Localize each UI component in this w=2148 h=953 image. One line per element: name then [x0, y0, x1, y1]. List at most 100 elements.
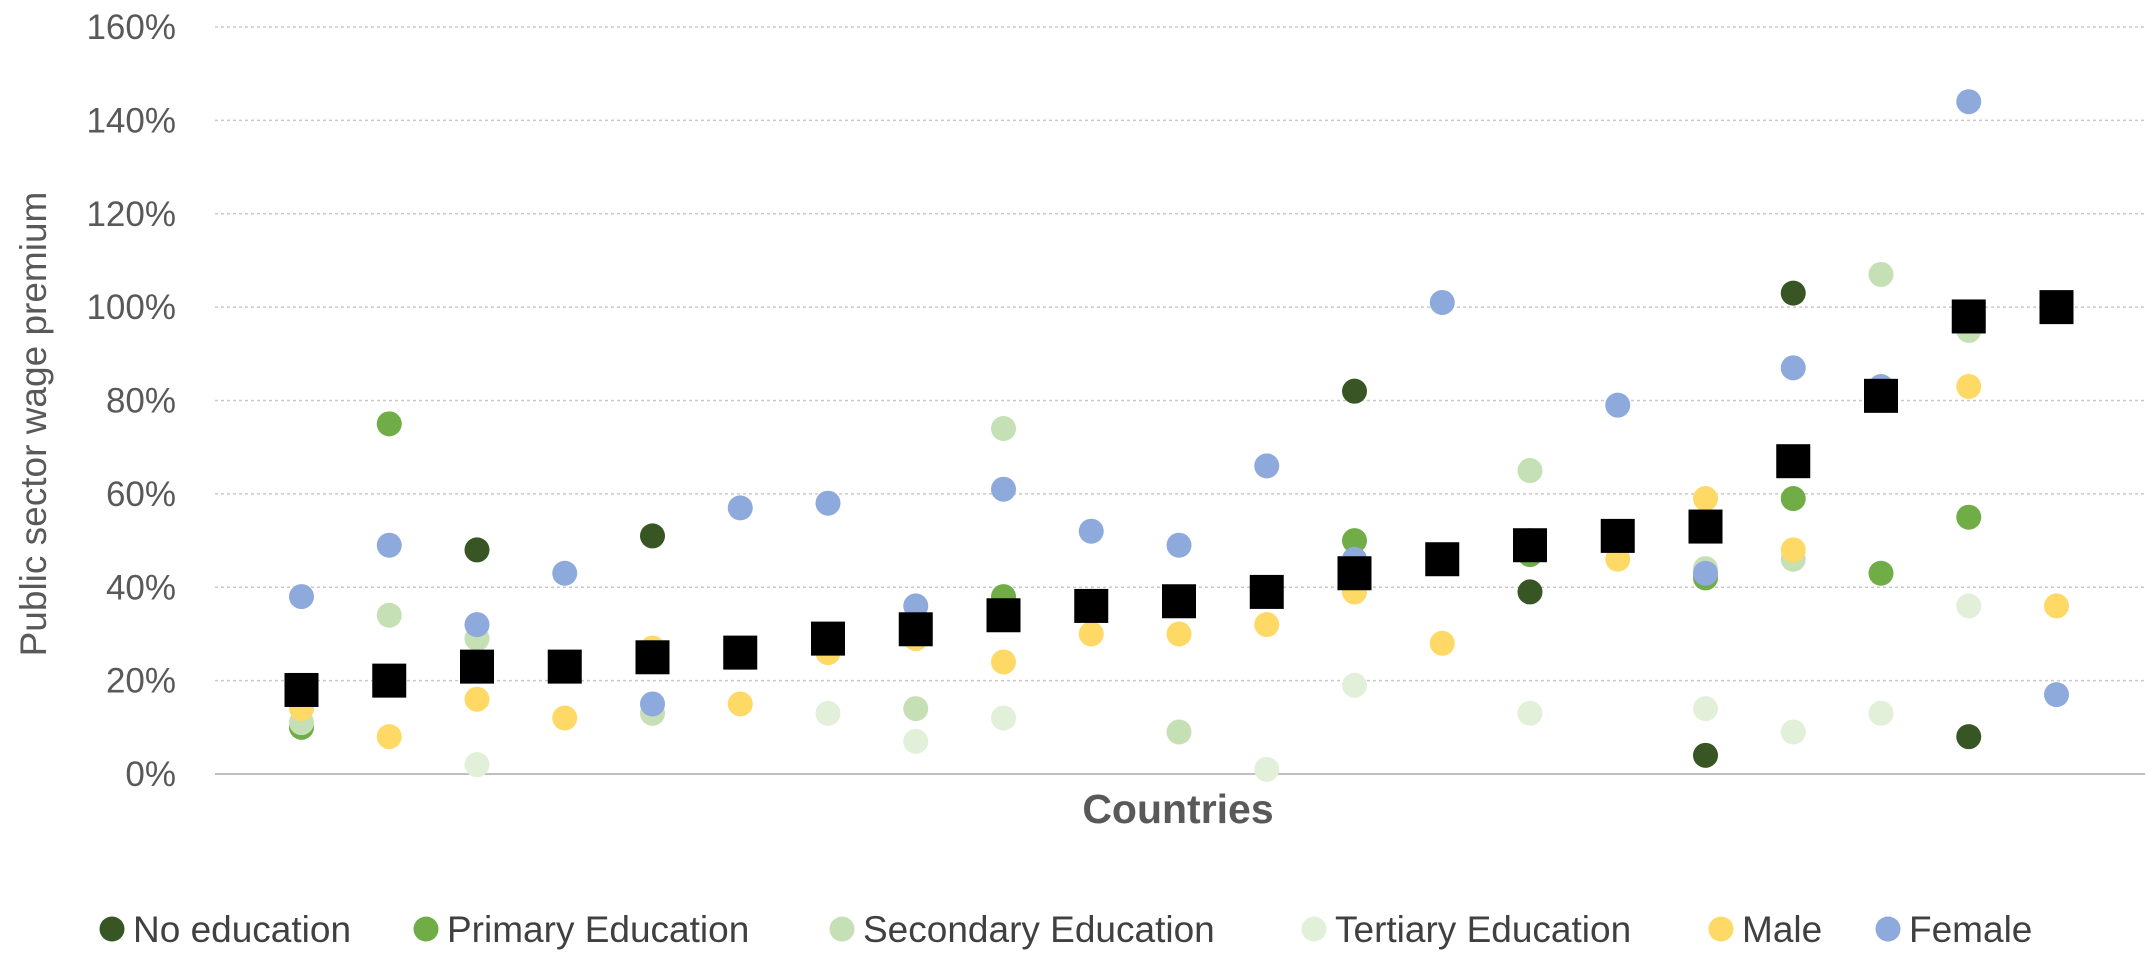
- data-point: [1166, 532, 1192, 558]
- legend-item: Female: [1875, 909, 2032, 950]
- data-point: [903, 728, 929, 754]
- data-point: [1254, 612, 1280, 638]
- overall-marker: [2039, 290, 2074, 325]
- legend-item: No education: [99, 909, 351, 950]
- legend-label: Tertiary Education: [1335, 909, 1631, 950]
- data-point: [376, 602, 402, 628]
- y-tick-labels: 0% 20% 40% 60% 80% 100% 120% 140% 160%: [86, 8, 176, 794]
- overall-marker: [986, 598, 1021, 633]
- data-point: [991, 649, 1016, 675]
- data-point: [464, 752, 490, 778]
- data-point: [1780, 355, 1806, 381]
- data-point: [1517, 458, 1543, 484]
- data-point: [1868, 261, 1894, 287]
- overall-marker: [1776, 444, 1811, 479]
- legend-marker: [829, 916, 855, 942]
- overall-marker: [898, 612, 933, 647]
- y-tick-label: 60%: [106, 475, 176, 514]
- data-point: [727, 495, 753, 521]
- data-point: [1342, 672, 1367, 698]
- legend-label: Male: [1742, 909, 1822, 950]
- y-tick-label: 80%: [106, 382, 176, 421]
- overall-marker: [547, 649, 582, 684]
- legend-item: Tertiary Education: [1301, 909, 1631, 950]
- data-point: [1693, 696, 1718, 722]
- y-tick-label: 0%: [125, 755, 176, 794]
- series-overall: [284, 290, 2074, 707]
- data-point: [1078, 621, 1104, 647]
- data-point: [1517, 579, 1543, 605]
- legend-label: Secondary Education: [863, 909, 1215, 950]
- y-tick-label: 20%: [106, 662, 176, 701]
- y-tick-label: 140%: [86, 101, 176, 140]
- gridlines: [215, 26, 2145, 682]
- data-point: [903, 593, 929, 619]
- data-point: [1780, 486, 1806, 512]
- data-point: [991, 416, 1016, 442]
- data-point: [1166, 621, 1192, 647]
- series-secondary-education: [289, 261, 1982, 745]
- y-tick-label: 100%: [86, 288, 176, 327]
- data-point: [1693, 742, 1718, 768]
- data-point: [2044, 593, 2069, 619]
- data-point: [903, 696, 929, 722]
- overall-marker: [1688, 509, 1723, 544]
- data-point: [1956, 89, 1982, 115]
- data-point: [1605, 546, 1631, 572]
- data-point: [640, 523, 665, 549]
- data-point: [727, 691, 753, 717]
- y-axis-title: Public sector wage premium: [13, 192, 54, 657]
- data-point: [1342, 528, 1367, 554]
- y-tick-label: 120%: [86, 195, 176, 234]
- data-point: [1780, 280, 1806, 306]
- legend: No education Primary Education Secondary E…: [99, 909, 2032, 950]
- overall-marker: [1513, 528, 1547, 563]
- data-point: [552, 705, 578, 731]
- data-point: [1254, 453, 1280, 479]
- overall-marker: [372, 663, 407, 698]
- data-point: [1693, 560, 1718, 586]
- data-point: [289, 584, 314, 610]
- data-point: [376, 532, 402, 558]
- series-tertiary-education: [464, 593, 1982, 782]
- data-point: [552, 560, 578, 586]
- data-point: [1429, 289, 1455, 315]
- data-point: [1956, 593, 1982, 619]
- data-point: [1956, 724, 1982, 750]
- data-point: [815, 700, 841, 726]
- legend-marker: [1301, 916, 1327, 942]
- overall-marker: [1074, 588, 1109, 623]
- overall-marker: [460, 649, 494, 684]
- legend-marker: [413, 916, 439, 942]
- data-point: [991, 476, 1016, 502]
- data-point: [2044, 682, 2069, 708]
- data-point: [1254, 756, 1280, 782]
- data-point: [991, 705, 1016, 731]
- data-point: [1868, 560, 1894, 586]
- data-point: [1868, 700, 1894, 726]
- overall-marker: [635, 640, 670, 675]
- data-point: [464, 537, 490, 563]
- legend-marker: [1875, 916, 1901, 942]
- data-point: [1956, 373, 1982, 399]
- data-point: [1693, 486, 1718, 512]
- data-point: [1780, 537, 1806, 563]
- overall-marker: [811, 621, 845, 656]
- data-point: [1605, 392, 1631, 418]
- overall-marker: [1600, 518, 1635, 553]
- data-point: [1956, 504, 1982, 530]
- legend-marker: [1708, 916, 1734, 942]
- overall-marker: [284, 672, 319, 707]
- overall-marker: [1951, 299, 1986, 334]
- overall-marker: [723, 635, 758, 670]
- legend-item: Primary Education: [413, 909, 749, 950]
- y-tick-label: 160%: [86, 8, 176, 47]
- data-point: [376, 411, 402, 437]
- data-point: [1780, 719, 1806, 745]
- data-point: [1166, 719, 1192, 745]
- legend-label: No education: [133, 909, 351, 950]
- data-point: [464, 612, 490, 638]
- overall-marker: [1249, 574, 1284, 609]
- series-primary-education: [289, 411, 1982, 740]
